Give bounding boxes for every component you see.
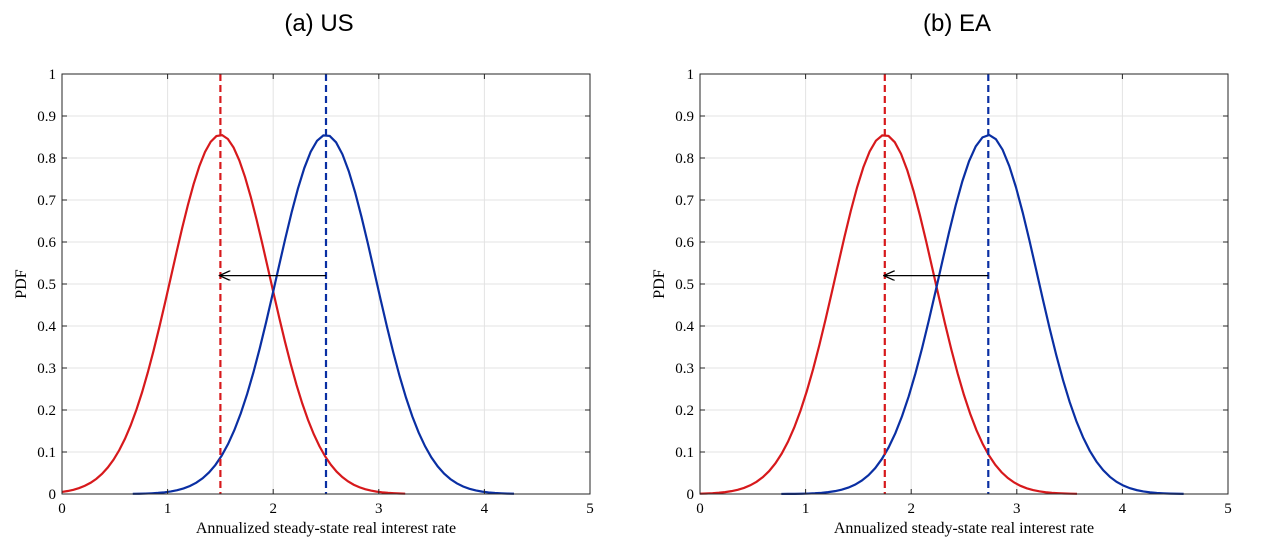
y-tick-label: 0.8 <box>37 151 56 167</box>
x-tick-label: 5 <box>586 501 594 517</box>
y-tick-label: 0.2 <box>37 403 56 419</box>
y-tick-label: 0.9 <box>675 109 694 125</box>
y-axis-label: PDF <box>651 269 668 298</box>
y-tick-label: 0.5 <box>675 277 694 293</box>
chart-panel-ea: (b) EA 0 1 2 3 4 5 0 0.1 0.2 0.3 0.4 0.5 0.6 0.7 0.8 0.… <box>638 0 1276 546</box>
x-tick-label: 4 <box>1119 501 1127 517</box>
y-tick-label: 1 <box>49 67 57 83</box>
series-line-1 <box>132 134 514 495</box>
x-tick-label: 3 <box>1013 501 1021 517</box>
y-tick-label: 0.3 <box>37 361 56 377</box>
x-tick-label: 2 <box>907 501 915 517</box>
x-tick-label: 1 <box>802 501 810 517</box>
x-axis-label: Annualized steady-state real interest ra… <box>834 520 1094 537</box>
y-tick-label: 0.6 <box>37 235 56 251</box>
y-tick-label: 0.1 <box>675 445 694 461</box>
y-tick-label: 0.5 <box>37 277 56 293</box>
y-tick-label: 0.8 <box>675 151 694 167</box>
series-line-0 <box>61 133 406 495</box>
series-line-0 <box>699 134 1078 495</box>
x-tick-label: 3 <box>375 501 383 517</box>
y-tick-label: 0.4 <box>37 319 56 335</box>
y-tick-label: 0.9 <box>37 109 56 125</box>
x-tick-label: 4 <box>481 501 489 517</box>
chart-title: (b) EA <box>922 10 991 37</box>
y-tick-label: 0.1 <box>37 445 56 461</box>
y-tick-label: 0.4 <box>675 319 694 335</box>
x-tick-label: 5 <box>1224 501 1232 517</box>
x-tick-label: 0 <box>696 501 704 517</box>
y-tick-label: 0.2 <box>675 403 694 419</box>
y-tick-label: 0.7 <box>675 193 694 209</box>
x-tick-label: 1 <box>164 501 172 517</box>
x-tick-label: 2 <box>269 501 277 517</box>
chart-panel-us: (a) US 0 1 2 3 4 5 0 0.1 0.2 0.3 0.4 0.5 0.6 0.7 0.8 0.… <box>13 10 594 537</box>
y-tick-label: 0.6 <box>675 235 694 251</box>
chart-title: (a) US <box>284 10 354 37</box>
y-axis-label: PDF <box>13 269 30 298</box>
y-tick-label: 0.7 <box>37 193 56 209</box>
y-tick-label: 0 <box>687 487 695 503</box>
y-tick-label: 1 <box>687 67 695 83</box>
x-axis-label: Annualized steady-state real interest ra… <box>196 520 456 537</box>
chart-plot-ea: 0 1 2 3 4 5 0 0.1 0.2 0.3 0.4 0.5 0.6 0.7 0.8 0.9 1 Annua… <box>651 67 1232 537</box>
chart-plot-us: 0 1 2 3 4 5 0 0.1 0.2 0.3 0.4 0.5 0.6 0.7 0.8 0.9 1 Annua… <box>13 67 594 537</box>
x-tick-label: 0 <box>58 501 66 517</box>
y-tick-label: 0.3 <box>675 361 694 377</box>
series-line-1 <box>781 133 1184 496</box>
y-tick-label: 0 <box>49 487 57 503</box>
